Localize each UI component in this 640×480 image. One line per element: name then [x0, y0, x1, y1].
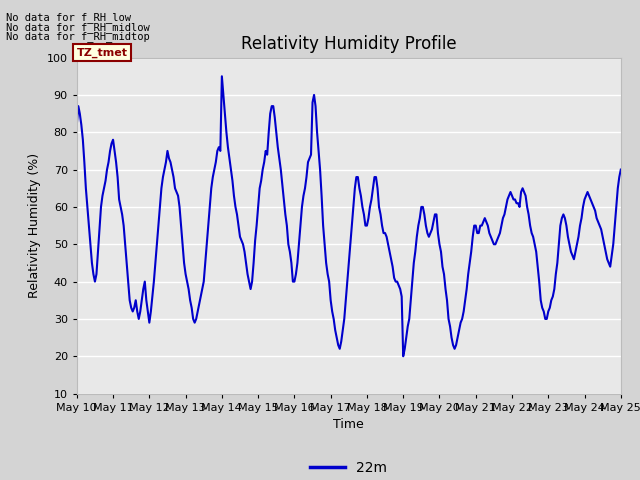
- Title: Relativity Humidity Profile: Relativity Humidity Profile: [241, 35, 456, 53]
- Text: TZ_tmet: TZ_tmet: [77, 48, 128, 58]
- Text: No data for f_RH_midtop: No data for f_RH_midtop: [6, 31, 150, 42]
- Text: No data for f_RH_low: No data for f_RH_low: [6, 12, 131, 23]
- X-axis label: Time: Time: [333, 418, 364, 431]
- Legend: 22m: 22m: [305, 456, 393, 480]
- Text: No data for f_RH_midlow: No data for f_RH_midlow: [6, 22, 150, 33]
- Y-axis label: Relativity Humidity (%): Relativity Humidity (%): [28, 153, 41, 298]
